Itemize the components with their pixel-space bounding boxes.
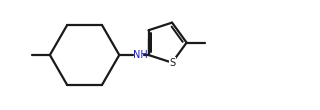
Text: NH: NH: [133, 50, 148, 60]
Text: S: S: [170, 58, 176, 68]
